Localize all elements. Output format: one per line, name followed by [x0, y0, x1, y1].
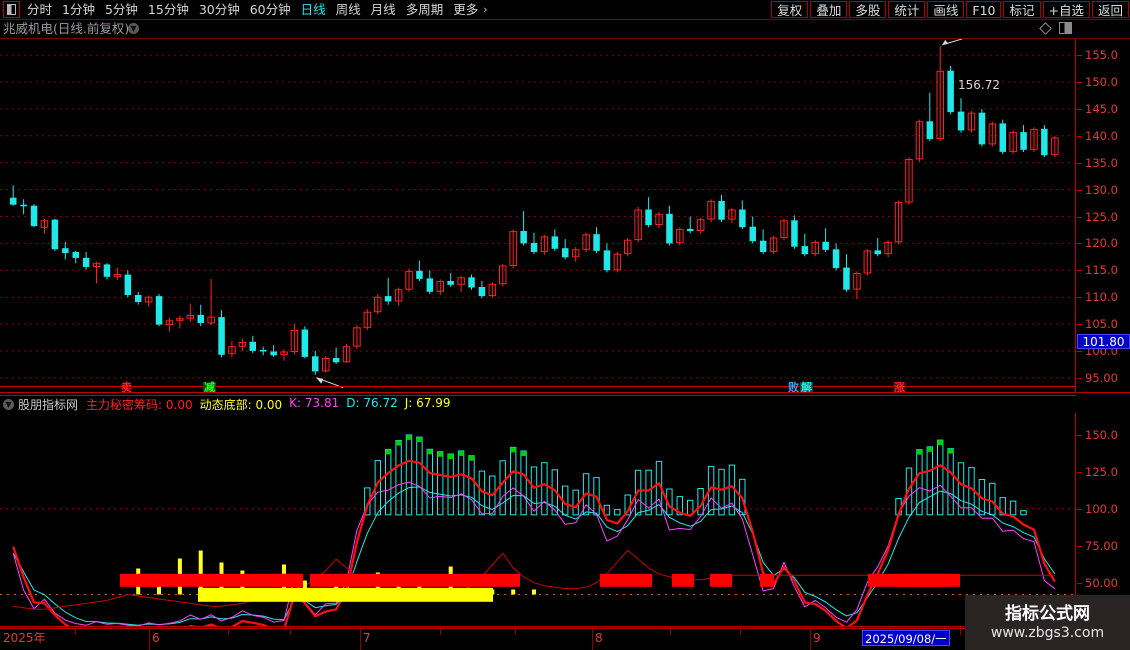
period-1[interactable]: 1分钟 — [62, 2, 95, 17]
current-date-badge[interactable]: 2025/09/08/一 — [862, 630, 950, 646]
toolbar-button-7[interactable]: +自选 — [1042, 1, 1090, 18]
layout-panel-icon[interactable] — [3, 1, 20, 18]
indicator-header: ▼ 股朋指标网 主力秘密筹码: 0.00 动态底部: 0.00 K: 73.81 D:… — [0, 395, 1076, 413]
price-axis-label-3: 140.0 — [1085, 128, 1118, 143]
watermark: 指标公式网 www.zbgs3.com — [965, 595, 1130, 650]
price-axis-label-0: 155.0 — [1085, 48, 1118, 63]
period-6[interactable]: 日线 — [300, 2, 326, 17]
price-axis-label-2: 145.0 — [1085, 101, 1118, 116]
right-button-group: 复权 叠加 多股 统计 画线 F10 标记 +自选 返回 — [770, 0, 1130, 19]
toolbar-button-3[interactable]: 统计 — [888, 1, 926, 18]
toolbar-button-0[interactable]: 复权 — [771, 1, 809, 18]
toolbar-button-1[interactable]: 叠加 — [810, 1, 848, 18]
indicator-axis-label-2: 100.0 — [1085, 501, 1118, 516]
time-axis-label-4: 9 — [813, 631, 821, 645]
indicator-canvas — [0, 434, 1075, 626]
indicator-entry-1: 动态底部: 0.00 — [199, 398, 283, 412]
high-price-marker: 156.72 — [958, 78, 1000, 92]
chart-annotation-4: 涨 — [893, 381, 906, 393]
price-axis-label-8: 115.0 — [1085, 263, 1118, 278]
candlestick-canvas — [0, 39, 1075, 389]
price-axis-label-7: 120.0 — [1085, 236, 1118, 251]
indicator-axis-label-3: 75.00 — [1085, 538, 1118, 553]
chart-annotation-1: 减 — [203, 381, 216, 393]
period-5[interactable]: 60分钟 — [249, 2, 291, 17]
period-group: 分时 1分钟 5分钟 15分钟 30分钟 60分钟 日线 周线 月线 多周期 更多 › — [0, 0, 492, 19]
time-axis-label-1: 6 — [152, 631, 160, 645]
chevron-right-icon[interactable]: › — [483, 3, 488, 16]
price-axis-label-11: 100.0 — [1085, 344, 1118, 358]
split-panel-icon[interactable] — [1059, 22, 1072, 34]
chevron-down-icon[interactable]: ▼ — [3, 399, 14, 410]
price-axis[interactable]: 155.0 150.0 145.0 140.0 135.0 130.0 125.0 120.0… — [1077, 38, 1130, 393]
chart-annotation-3: 解 — [800, 381, 813, 393]
period-8[interactable]: 月线 — [370, 2, 396, 17]
indicator-entry-3: D: 76.72 — [346, 396, 398, 410]
time-axis-label-0: 2025年 — [3, 631, 46, 645]
period-7[interactable]: 周线 — [335, 2, 361, 17]
period-3[interactable]: 15分钟 — [147, 2, 189, 17]
diamond-icon[interactable] — [1039, 22, 1052, 35]
indicator-entry-0: 主力秘密筹码: 0.00 — [86, 398, 193, 412]
price-axis-label-5: 130.0 — [1085, 182, 1118, 197]
price-axis-label-12: 95.00 — [1085, 370, 1118, 385]
time-axis-label-3: 8 — [595, 631, 603, 645]
period-10[interactable]: 更多 — [453, 2, 479, 17]
time-axis-label-2: 7 — [363, 631, 371, 645]
price-axis-label-4: 135.0 — [1085, 155, 1118, 170]
indicator-axis[interactable]: 150.0 125.0 100.0 75.00 50.00 — [1077, 413, 1130, 627]
price-axis-label-10: 105.0 — [1085, 317, 1118, 332]
indicator-axis-label-4: 50.00 — [1085, 575, 1118, 590]
price-axis-label-9: 110.0 — [1085, 290, 1118, 305]
period-4[interactable]: 30分钟 — [198, 2, 240, 17]
stock-title-bar: 兆威机电(日线.前复权) ▼ — [0, 20, 1130, 38]
indicator-entry-2: K: 73.81 — [289, 396, 340, 410]
toolbar-button-6[interactable]: 标记 — [1003, 1, 1041, 18]
page-title: 兆威机电(日线.前复权) — [3, 21, 130, 36]
toolbar-button-2[interactable]: 多股 — [849, 1, 887, 18]
price-axis-label-1: 150.0 — [1085, 75, 1118, 89]
indicator-axis-label-0: 150.0 — [1085, 428, 1118, 443]
toolbar-button-8[interactable]: 返回 — [1091, 1, 1129, 18]
indicator-entry-4: J: 67.99 — [404, 396, 451, 410]
price-axis-label-6: 125.0 — [1085, 209, 1118, 224]
title-icons — [1039, 22, 1072, 35]
current-price-badge[interactable]: 101.80 — [1077, 334, 1130, 350]
indicator-site-label: 股朋指标网 — [18, 398, 79, 412]
top-toolbar: 分时 1分钟 5分钟 15分钟 30分钟 60分钟 日线 周线 月线 多周期 更多 › 复权 叠加 多股… — [0, 0, 1130, 20]
indicator-axis-label-1: 125.0 — [1085, 465, 1118, 479]
toolbar-button-5[interactable]: F10 — [966, 1, 1002, 18]
watermark-url: www.zbgs3.com — [990, 624, 1105, 641]
period-2[interactable]: 5分钟 — [104, 2, 138, 17]
period-9[interactable]: 多周期 — [405, 2, 444, 17]
chart-annotation-2: 败 — [788, 381, 799, 393]
toolbar-button-4[interactable]: 画线 — [927, 1, 965, 18]
period-0[interactable]: 分时 — [27, 2, 53, 17]
indicator-chart[interactable] — [0, 413, 1076, 627]
time-axis[interactable]: 2025年 6 7 8 9 2025/09/08/一 — [0, 628, 1130, 650]
watermark-title: 指标公式网 — [1005, 603, 1090, 624]
chevron-down-icon[interactable]: ▼ — [128, 23, 139, 34]
chart-annotation-0: 卖 — [121, 381, 132, 393]
